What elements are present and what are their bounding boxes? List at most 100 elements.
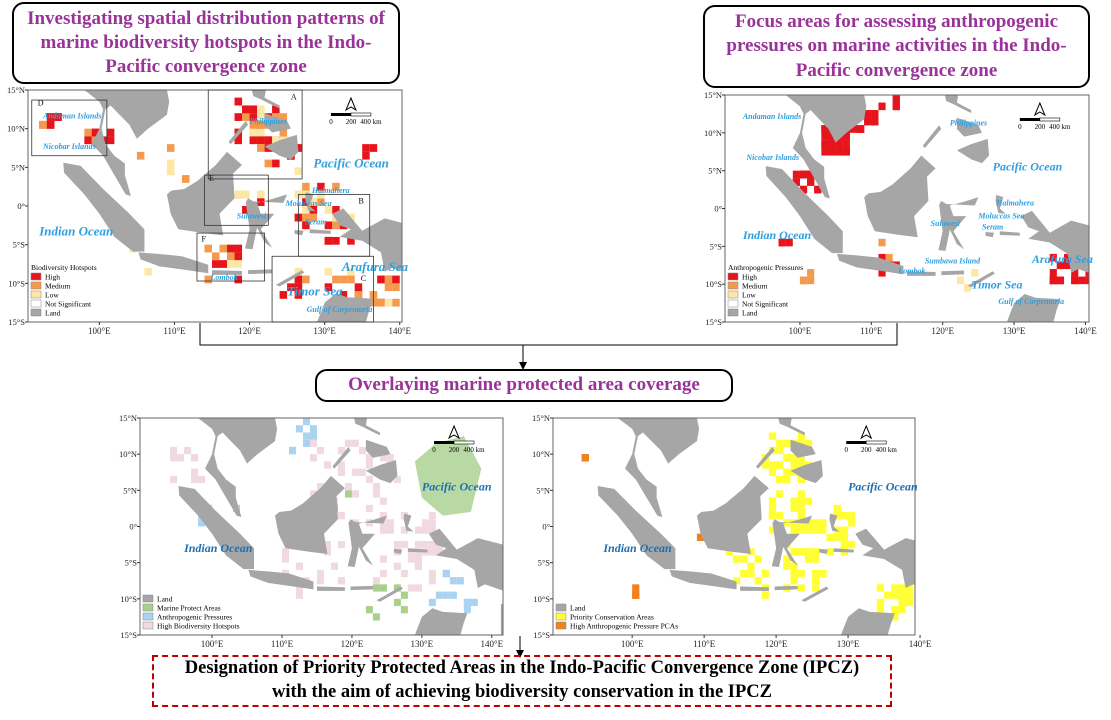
place-label: Nicobar Islands [42,142,96,151]
grid-cell [790,526,798,534]
grid-cell [1064,261,1072,270]
grid-cell [372,577,380,585]
land [228,120,249,145]
land [1021,210,1089,273]
grid-cell [842,132,850,141]
scale-bar [434,441,455,444]
land [316,586,345,591]
legend-label: Land [157,595,173,604]
grid-cell [807,269,815,277]
grid-cell [324,206,333,214]
lon-label: 110°E [860,326,883,336]
grid-cell [227,244,235,253]
grid-cell [234,113,243,121]
grid-cell [204,244,212,253]
grid-cell [362,144,370,152]
step-box: Overlaying marine protected area coverag… [315,369,733,402]
lat-label: 5°S [13,240,26,250]
grid-cell [316,483,324,491]
grid-cell [257,144,265,152]
land [837,253,904,275]
lon-label: 130°E [837,639,860,649]
grid-cell [428,598,436,607]
grid-cell [46,113,55,121]
grid-cell [365,454,373,462]
land [332,208,402,272]
grid-cell [828,140,836,148]
grid-cell [46,120,55,129]
grid-cell [776,490,784,498]
legend-swatch [142,594,154,603]
grid-cell [170,475,178,484]
grid-cell [294,275,303,284]
grid-cell [747,548,755,556]
grid-cell [776,439,784,447]
land [376,586,403,602]
grid-cell [227,252,235,261]
grid-cell [219,260,228,268]
scale-label: 200 [1035,123,1046,131]
legend-label: Land [45,309,61,318]
grid-cell [272,136,280,145]
grid-cell [725,548,733,556]
grid-cell [242,190,250,199]
grid-cell [344,483,352,491]
north-arrow [860,424,873,440]
grid-cell [384,298,393,307]
land [403,513,414,532]
grid-cell [198,519,206,527]
scale-label: 0 [432,446,436,454]
land [138,252,209,274]
grid-cell [302,206,310,214]
grid-cell [377,275,385,284]
grid-cell [421,540,429,549]
land [669,569,737,590]
grid-cell [257,190,265,199]
grid-cell [351,439,359,447]
grid-cell [828,132,836,141]
grid-cell [170,446,178,455]
grid-cell [234,260,243,268]
grid-cell [211,252,220,261]
grid-cell [812,519,820,527]
scale-bar [453,440,475,445]
grid-cell [833,533,841,541]
legend-label: Not Significant [45,300,92,309]
map [28,90,423,338]
grid-cell [1049,269,1057,277]
legend-label: Anthropogenic Pressures [157,613,232,622]
lat-label: 15°S [533,630,550,640]
grid-cell [1056,276,1065,285]
grid-cell [790,569,798,578]
land [410,289,423,338]
grid-cell [456,577,464,585]
place-label: Seram [982,223,1003,232]
grid-cell [898,598,906,607]
legend-swatch [555,603,567,612]
lat-label: 15°N [704,90,722,100]
grid-cell [407,584,415,592]
grid-cell [783,439,791,447]
lon-label: 100°E [201,639,224,649]
land [407,548,428,553]
lon-label: 140°E [481,639,504,649]
grid-cell [295,562,303,570]
grid-cell [302,182,310,191]
grid-cell [428,569,436,578]
land [294,229,304,236]
grid-cell [294,167,303,176]
grid-cell [848,519,856,527]
legend-swatch [30,272,42,281]
grid-cell [337,512,345,520]
grid-cell [379,569,387,578]
grid-cell [414,584,422,592]
grid-cell [400,591,408,599]
grid-cell [1049,276,1057,285]
grid-cell [864,117,872,126]
grid-cell [324,221,333,230]
grid-cell [358,446,366,455]
grid-cell [842,140,850,148]
legend-label: Low [742,291,756,300]
land [365,439,391,458]
box-letter: E [209,173,214,182]
